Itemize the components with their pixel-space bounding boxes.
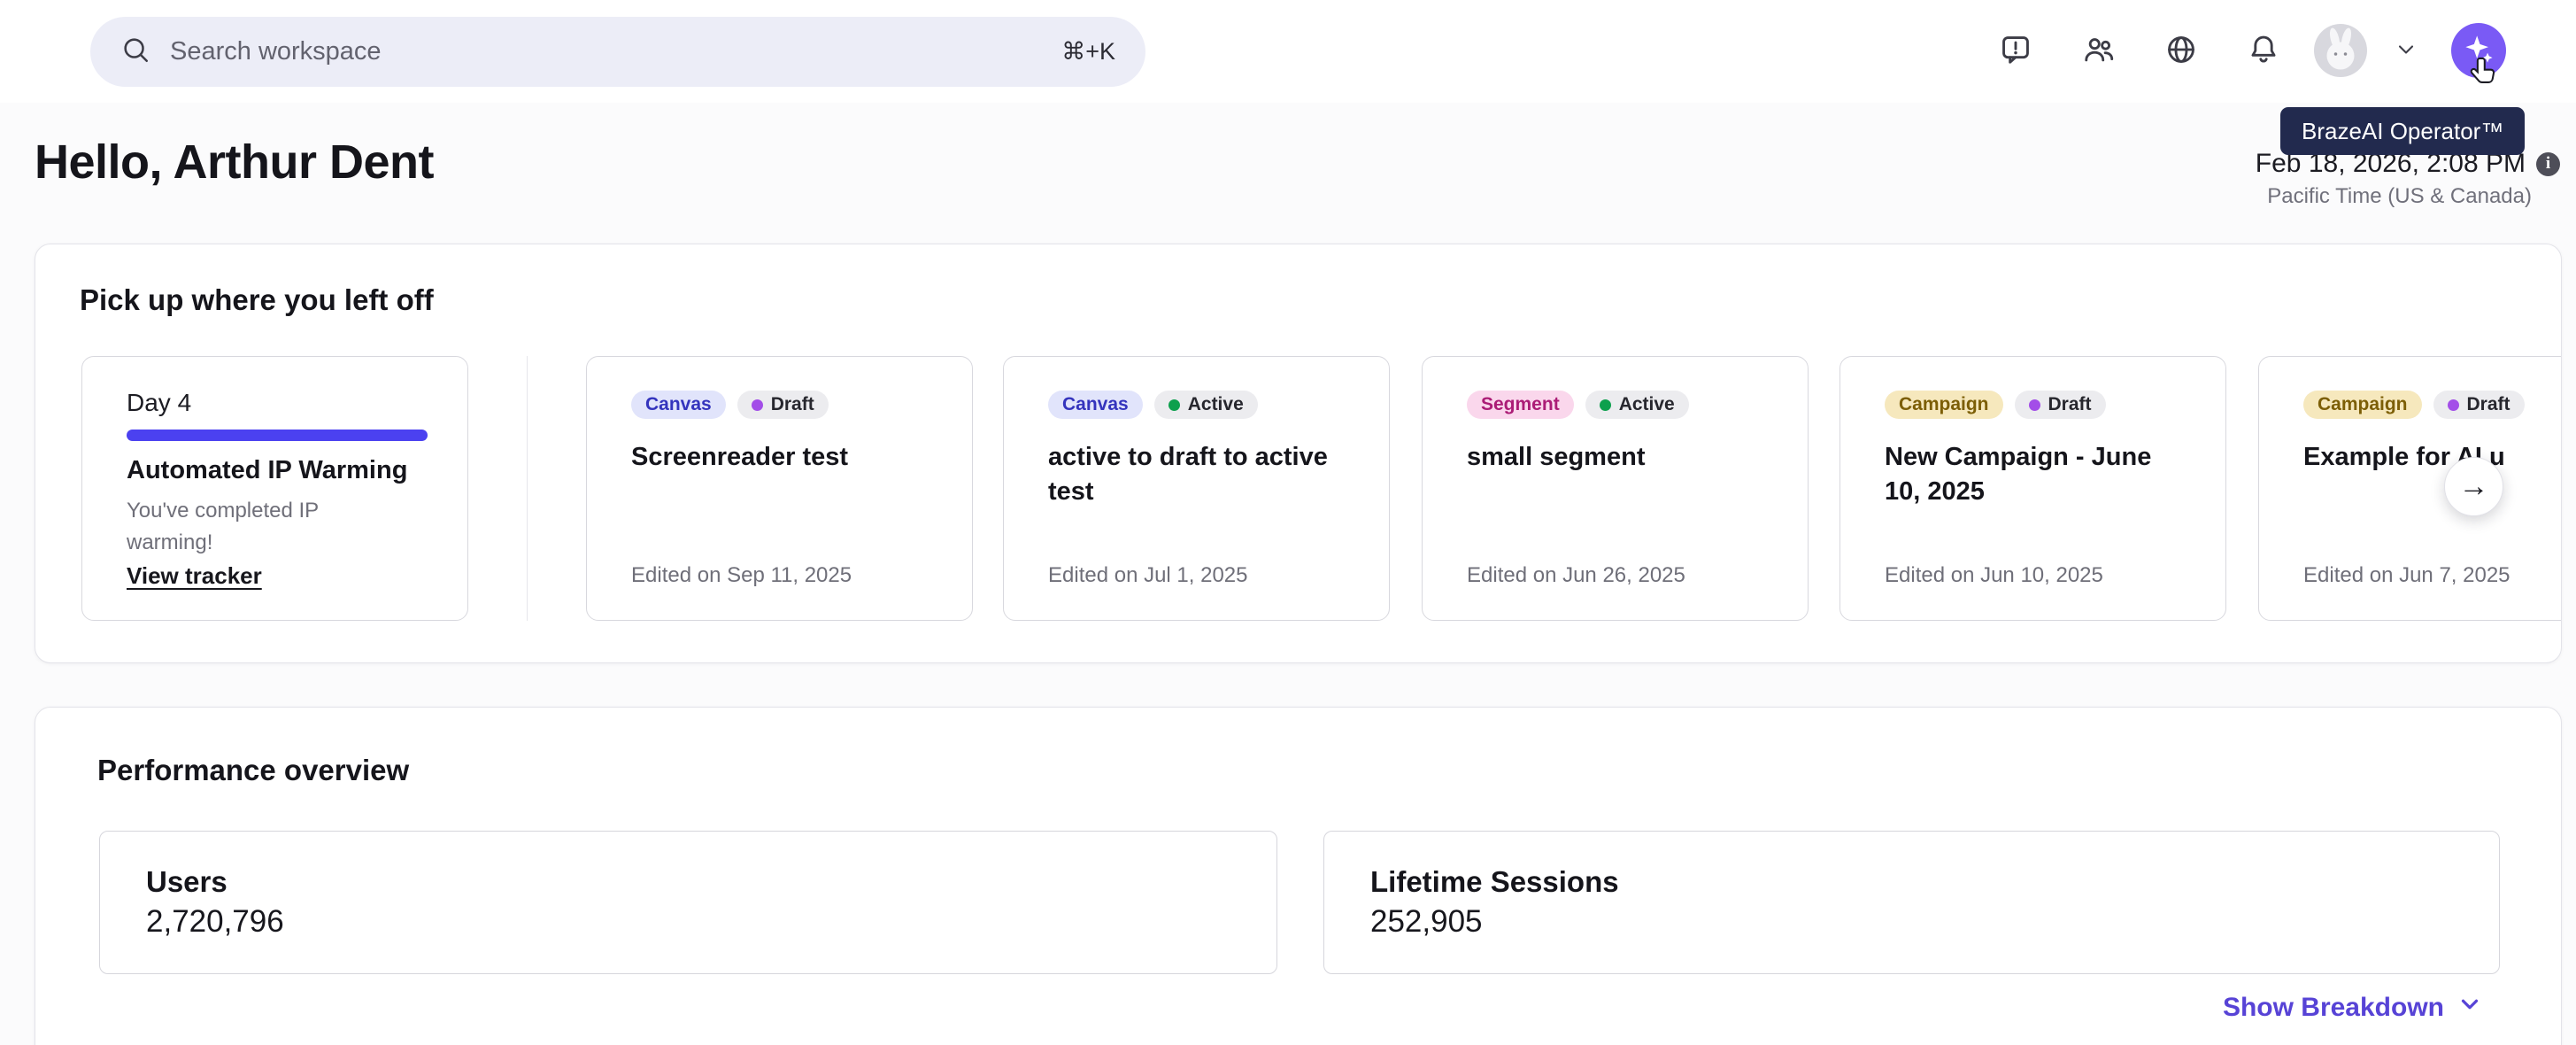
type-badge: Campaign (1885, 391, 2003, 419)
account-menu-chevron[interactable] (2391, 36, 2421, 66)
card-edited-date: Edited on Jun 7, 2025 (2303, 563, 2510, 587)
search-icon (120, 35, 150, 69)
timezone-info-icon[interactable]: i (2536, 151, 2560, 176)
type-badge: Campaign (2303, 391, 2422, 419)
scroll-right-button[interactable]: → (2444, 457, 2503, 516)
show-breakdown-link[interactable]: Show Breakdown (2223, 991, 2483, 1025)
notifications-button[interactable] (2239, 27, 2288, 76)
ip-warming-description: You've completed IP warming! (127, 499, 319, 554)
recent-item-card[interactable]: Canvas Active active to draft to active … (1003, 356, 1390, 621)
card-title: active to draft to active test (1048, 443, 1328, 506)
status-dot (2447, 399, 2459, 411)
user-avatar[interactable] (2314, 24, 2367, 77)
recent-item-card[interactable]: Campaign Draft Example for AI u Edited o… (2258, 356, 2561, 621)
search-input[interactable] (170, 37, 1048, 66)
users-button[interactable] (2074, 27, 2124, 76)
workspace-search[interactable]: ⌘+K (90, 17, 1145, 87)
page-greeting: Hello, Arthur Dent (35, 135, 435, 189)
status-badge: Draft (2433, 391, 2525, 419)
status-dot (1168, 399, 1180, 411)
type-badge: Canvas (1048, 391, 1143, 419)
card-edited-date: Edited on Sep 11, 2025 (631, 563, 852, 587)
ip-warming-title: Automated IP Warming (127, 456, 408, 484)
card-title: New Campaign - June 10, 2025 (1885, 443, 2152, 506)
top-bar: ⌘+K (0, 0, 2576, 103)
chevron-down-icon (2456, 991, 2483, 1025)
ip-warming-progress-bar (127, 430, 428, 441)
alert-exclamation-icon (1999, 33, 2032, 71)
recent-item-card[interactable]: Canvas Draft Screenreader test Edited on… (586, 356, 973, 621)
status-badge: Active (1153, 391, 1258, 419)
metric-value: 252,905 (1370, 904, 1483, 939)
alerts-button[interactable] (1991, 27, 2040, 76)
timezone-label: Pacific Time (US & Canada) (2267, 184, 2532, 208)
status-dot (751, 399, 763, 411)
card-title: Example for AI u (2303, 443, 2505, 471)
recent-item-card[interactable]: Campaign Draft New Campaign - June 10, 2… (1839, 356, 2226, 621)
metric-value: 2,720,796 (146, 904, 284, 939)
globe-icon (2164, 33, 2198, 71)
people-icon (2082, 33, 2116, 71)
bell-icon (2247, 33, 2280, 71)
metric-label: Users (146, 865, 228, 898)
card-edited-date: Edited on Jun 26, 2025 (1467, 563, 1685, 587)
arrow-right-icon: → (2458, 469, 2489, 503)
rabbit-avatar-icon (2314, 24, 2367, 77)
ip-warming-day: Day 4 (127, 389, 192, 416)
brazeai-operator-button[interactable] (2451, 23, 2506, 78)
cards-divider (527, 356, 528, 621)
metric-card-users: Users 2,720,796 (99, 831, 1277, 974)
pickup-title: Pick up where you left off (80, 283, 434, 316)
metric-label: Lifetime Sessions (1370, 865, 1619, 898)
view-tracker-link[interactable]: View tracker (127, 562, 262, 589)
brazeai-tooltip: BrazeAI Operator™ (2280, 107, 2526, 155)
card-edited-date: Edited on Jul 1, 2025 (1048, 563, 1248, 587)
type-badge: Canvas (631, 391, 726, 419)
status-dot (2028, 399, 2040, 411)
card-title: small segment (1467, 443, 1646, 471)
pickup-panel: Pick up where you left off Day 4 Automat… (35, 244, 2562, 663)
type-badge: Segment (1467, 391, 1574, 419)
status-badge: Draft (737, 391, 829, 419)
card-title: Screenreader test (631, 443, 849, 471)
card-edited-date: Edited on Jun 10, 2025 (1885, 563, 2103, 587)
status-badge: Active (1585, 391, 1689, 419)
sparkle-icon (2459, 29, 2498, 73)
language-button[interactable] (2156, 27, 2206, 76)
status-badge: Draft (2014, 391, 2106, 419)
performance-panel: Performance overview Users 2,720,796 Lif… (35, 707, 2562, 1045)
performance-title: Performance overview (97, 754, 410, 786)
chevron-down-icon (2394, 37, 2418, 66)
metric-card-lifetime-sessions: Lifetime Sessions 252,905 (1323, 831, 2500, 974)
status-dot (1599, 399, 1611, 411)
search-shortcut: ⌘+K (1061, 38, 1115, 65)
ip-warming-card[interactable]: Day 4 Automated IP Warming You've comple… (81, 356, 468, 621)
recent-item-card[interactable]: Segment Active small segment Edited on J… (1422, 356, 1809, 621)
